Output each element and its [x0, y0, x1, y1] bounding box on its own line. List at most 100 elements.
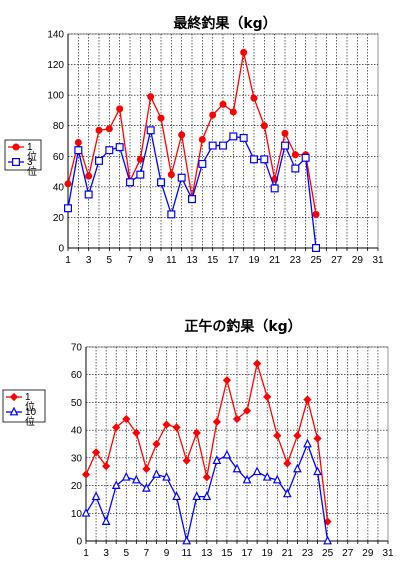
data-point	[178, 131, 186, 139]
data-point	[167, 210, 176, 219]
y-tick-label: 0	[58, 244, 64, 255]
data-point	[282, 488, 292, 498]
x-tick-label: 17	[242, 548, 254, 559]
data-point	[182, 535, 192, 545]
legend-swatch-marker	[12, 143, 20, 151]
data-point	[146, 126, 155, 135]
data-point	[64, 180, 72, 188]
data-point	[152, 469, 161, 478]
data-point	[63, 204, 72, 213]
x-tick-label: 27	[331, 255, 343, 266]
legend-swatch-marker	[9, 392, 19, 402]
legend-label-suffix: 位	[25, 415, 35, 428]
x-tick-label: 13	[201, 548, 213, 559]
data-point	[293, 431, 302, 440]
data-point	[172, 491, 181, 501]
data-point	[177, 173, 186, 182]
data-point	[81, 507, 91, 517]
y-tick-label: 80	[53, 121, 65, 132]
data-point	[281, 141, 290, 150]
x-tick-label: 15	[207, 255, 219, 266]
x-tick-label: 11	[181, 548, 192, 559]
data-point	[312, 210, 320, 218]
data-point	[136, 155, 144, 163]
data-point	[252, 466, 262, 476]
data-point	[260, 155, 269, 164]
x-tick-label: 19	[262, 548, 274, 559]
data-point	[121, 471, 131, 481]
x-tick-label: 9	[148, 255, 154, 266]
data-point	[91, 448, 101, 457]
data-point	[202, 473, 211, 482]
data-point	[172, 423, 181, 432]
data-point	[182, 456, 191, 465]
data-point	[94, 156, 103, 165]
data-point	[323, 535, 332, 545]
x-tick-label: 11	[166, 255, 177, 266]
data-point	[240, 48, 248, 56]
x-tick-label: 1	[65, 255, 71, 266]
data-point	[232, 463, 242, 473]
data-point	[301, 153, 310, 162]
legend-label: 10	[25, 407, 37, 418]
data-point	[142, 464, 151, 474]
x-tick-label: 25	[310, 255, 322, 266]
y-tick-label: 60	[53, 152, 65, 163]
x-tick-label: 21	[269, 255, 281, 266]
legend-swatch-marker	[9, 406, 19, 416]
y-tick-label: 20	[71, 481, 83, 492]
plot-frame	[67, 33, 379, 249]
data-point	[219, 141, 228, 150]
data-point	[272, 474, 282, 484]
data-point	[188, 195, 197, 204]
x-tick-label: 5	[107, 255, 113, 266]
gridlines	[86, 346, 388, 541]
x-tick-label: 7	[144, 548, 150, 559]
data-point	[112, 423, 121, 432]
data-point	[111, 480, 121, 489]
legend-box	[2, 389, 46, 423]
y-tick-label: 30	[71, 453, 83, 464]
x-tick-label: 23	[290, 255, 302, 266]
data-point	[229, 132, 238, 141]
data-point	[116, 105, 124, 113]
chart-title: 正午の釣果（kg）	[184, 318, 301, 335]
data-point	[102, 462, 111, 471]
x-tick-label: 5	[123, 548, 129, 559]
x-tick-label: 13	[186, 255, 198, 266]
data-point	[273, 431, 282, 440]
data-point	[222, 449, 232, 459]
y-tick-label: 40	[71, 426, 83, 437]
data-point	[242, 474, 252, 484]
y-tick-label: 50	[71, 398, 83, 409]
data-point	[125, 178, 134, 187]
data-point	[105, 125, 113, 133]
legend-label: 3	[27, 157, 33, 168]
series-group	[81, 359, 332, 545]
data-point	[212, 455, 222, 465]
y-tick-label: 20	[53, 213, 65, 224]
legend-label-suffix: 位	[27, 150, 37, 163]
data-point	[313, 434, 322, 443]
data-point	[198, 159, 207, 168]
data-point	[253, 359, 262, 368]
x-tick-label: 31	[372, 255, 384, 266]
y-tick-label: 100	[47, 91, 64, 102]
data-point	[152, 439, 161, 449]
data-point	[157, 114, 165, 122]
data-point	[115, 143, 124, 152]
data-point	[250, 155, 259, 164]
data-point	[232, 414, 242, 424]
x-tick-label: 3	[86, 255, 92, 266]
y-tick-label: 0	[76, 537, 82, 548]
gridlines	[68, 33, 378, 248]
data-point	[313, 466, 322, 476]
x-tick-label: 7	[127, 255, 133, 266]
data-point	[147, 93, 155, 101]
x-tick-label: 9	[164, 548, 170, 559]
